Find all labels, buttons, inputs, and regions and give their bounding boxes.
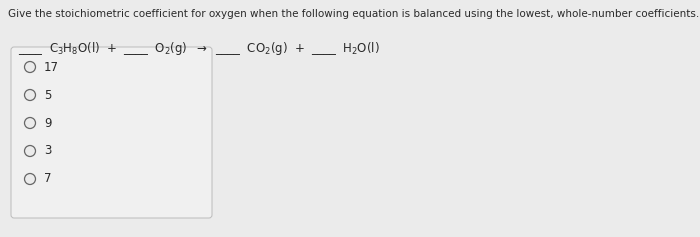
FancyBboxPatch shape <box>11 47 212 218</box>
Text: 17: 17 <box>44 60 59 73</box>
Text: 7: 7 <box>44 173 52 186</box>
Circle shape <box>25 118 36 128</box>
Circle shape <box>25 90 36 100</box>
Text: 5: 5 <box>44 88 51 101</box>
Text: 3: 3 <box>44 145 51 158</box>
Text: Give the stoichiometric coefficient for oxygen when the following equation is ba: Give the stoichiometric coefficient for … <box>8 9 699 19</box>
Text: 9: 9 <box>44 117 52 129</box>
Circle shape <box>25 61 36 73</box>
Circle shape <box>25 173 36 184</box>
Text: ____  $\mathdefault{C_3H_8O(l)}$  +  ____  $\mathdefault{O_2(g)}$  $\rightarrow$: ____ $\mathdefault{C_3H_8O(l)}$ + ____ $… <box>18 40 379 57</box>
Circle shape <box>25 146 36 156</box>
